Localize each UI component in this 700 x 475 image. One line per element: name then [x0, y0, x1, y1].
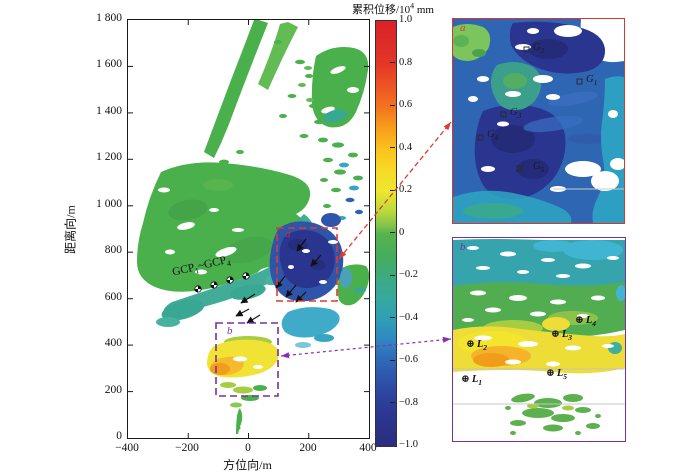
crosshair-marker-icon: ⊕	[546, 368, 555, 379]
inset-zone-a: a G1 G2 G3 G4 G5	[452, 18, 625, 224]
inset-b-raster	[453, 238, 625, 441]
crosshair-marker-icon: ⊕	[466, 339, 475, 350]
y-tick-0: 0	[116, 430, 122, 442]
cb-label-10: 1.0	[399, 14, 413, 25]
y-tick-400: 400	[104, 337, 122, 349]
cb-label-n06: −0.6	[399, 354, 419, 365]
y-tick-1000: 1 000	[96, 198, 122, 210]
deformation-map-raster	[128, 20, 369, 438]
inset-a-corner-label: a	[460, 22, 466, 34]
x-tick-n200: −200	[175, 442, 199, 454]
y-tick-600: 600	[104, 291, 122, 303]
cb-label-n04: −0.4	[399, 312, 419, 323]
cb-label-08: 0.8	[399, 57, 413, 68]
point-label-g2: G2	[533, 42, 545, 56]
point-label-g1: G1	[586, 74, 598, 88]
colorbar-title: 累积位移/104 mm	[352, 1, 434, 16]
cb-label-n02: −0.2	[399, 269, 419, 280]
colorbar-tick	[390, 317, 395, 318]
crosshair-marker-icon: ⊕	[461, 374, 470, 385]
zone-b-label: b	[227, 325, 233, 337]
cb-label-n10: −1.0	[399, 439, 419, 450]
point-label-l5: ⊕ L5	[546, 368, 567, 382]
x-tick-0: 0	[245, 442, 251, 454]
cb-label-06: 0.6	[399, 99, 413, 110]
x-tick-200: 200	[299, 442, 317, 454]
y-tick-200: 200	[104, 384, 122, 396]
inset-a-raster	[453, 19, 624, 223]
deformation-map-plot	[127, 19, 370, 439]
point-label-l2: ⊕ L2	[466, 339, 487, 353]
point-label-g4: G4	[487, 129, 499, 143]
y-tick-1200: 1 200	[96, 151, 122, 163]
y-tick-1400: 1 400	[96, 105, 122, 117]
y-tick-800: 800	[104, 244, 122, 256]
colorbar	[375, 20, 397, 447]
gcp-markers	[194, 272, 250, 293]
crosshair-marker-icon: ⊕	[551, 329, 560, 340]
colorbar-tick	[390, 232, 395, 233]
crosshair-marker-icon: ⊕	[575, 315, 584, 326]
colorbar-tick	[390, 147, 395, 148]
x-tick-400: 400	[359, 442, 377, 454]
y-tick-1600: 1 600	[96, 58, 122, 70]
inset-zone-b: b ⊕ L1 ⊕ L2 ⊕ L3 ⊕ L4 ⊕ L5	[452, 237, 626, 442]
point-label-l1: ⊕ L1	[461, 374, 482, 388]
y-axis-title: 距离向/m	[63, 205, 78, 254]
cb-label-04: 0.4	[399, 142, 413, 153]
g-point-squares	[477, 46, 583, 173]
y-tick-1800: 1 800	[96, 12, 122, 24]
cb-label-0: 0	[399, 227, 405, 238]
point-label-g3: G3	[510, 107, 522, 121]
colorbar-tick	[390, 360, 395, 361]
x-tick-n400: −400	[115, 442, 139, 454]
x-axis-title: 方位向/m	[223, 458, 272, 472]
point-label-l4: ⊕ L4	[575, 315, 596, 329]
colorbar-tick	[390, 105, 395, 106]
colorbar-tick	[390, 402, 395, 403]
point-label-g5: G5	[533, 161, 545, 175]
zone-a-label: a	[285, 228, 291, 240]
colorbar-tick	[390, 190, 395, 191]
point-label-l3: ⊕ L3	[551, 329, 572, 343]
inset-b-corner-label: b	[460, 241, 466, 253]
cb-label-n08: −0.8	[399, 397, 419, 408]
colorbar-tick	[390, 62, 395, 63]
cb-label-02: 0.2	[399, 184, 413, 195]
toe-scatter	[505, 393, 601, 435]
colorbar-tick	[390, 275, 395, 276]
